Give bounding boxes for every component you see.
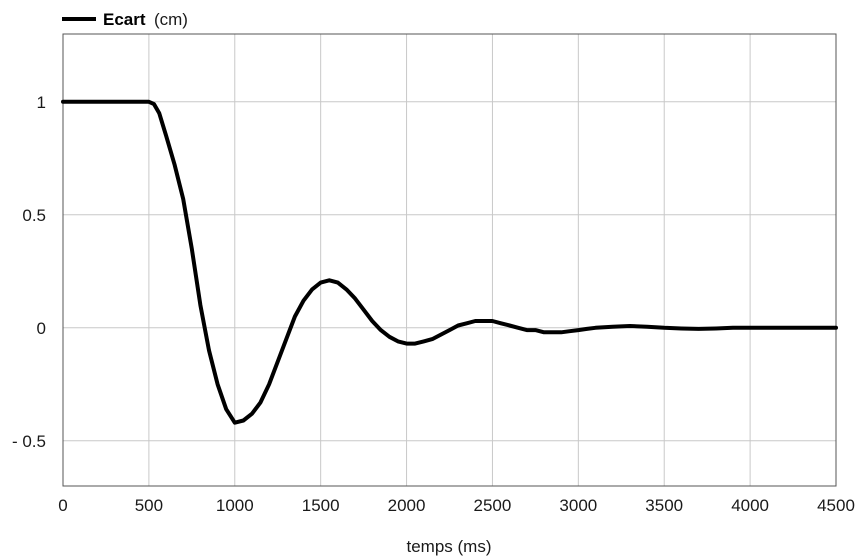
- x-tick-labels: 0 500 1000 1500 2000 2500 3000 3500 4000 4500: [58, 496, 855, 515]
- grid: [62, 34, 837, 486]
- x-tick-label: 2500: [474, 496, 512, 515]
- x-tick-label: 0: [58, 496, 67, 515]
- x-tick-label: 1000: [216, 496, 254, 515]
- x-tick-label: 4500: [817, 496, 855, 515]
- x-axis-title: temps (ms): [407, 537, 492, 556]
- x-tick-label: 500: [135, 496, 163, 515]
- y-tick-labels: 1 0.5 0 - 0.5: [12, 93, 46, 451]
- x-tick-label: 3000: [559, 496, 597, 515]
- y-tick-label: 0.5: [22, 206, 46, 225]
- legend-series-unit: (cm): [154, 10, 188, 29]
- y-tick-label: 1: [37, 93, 46, 112]
- x-tick-label: 1500: [302, 496, 340, 515]
- y-tick-label: 0: [37, 319, 46, 338]
- x-tick-label: 4000: [731, 496, 769, 515]
- svg-text:Ecart (cm): Ecart (cm): [103, 10, 188, 29]
- y-tick-label: - 0.5: [12, 432, 46, 451]
- series-line-ecart: [61, 99, 838, 425]
- plot-frame: [62, 33, 837, 487]
- legend-series-name: Ecart: [103, 10, 146, 29]
- x-tick-label: 2000: [388, 496, 426, 515]
- x-tick-label: 3500: [645, 496, 683, 515]
- legend: Ecart (cm): [62, 10, 188, 29]
